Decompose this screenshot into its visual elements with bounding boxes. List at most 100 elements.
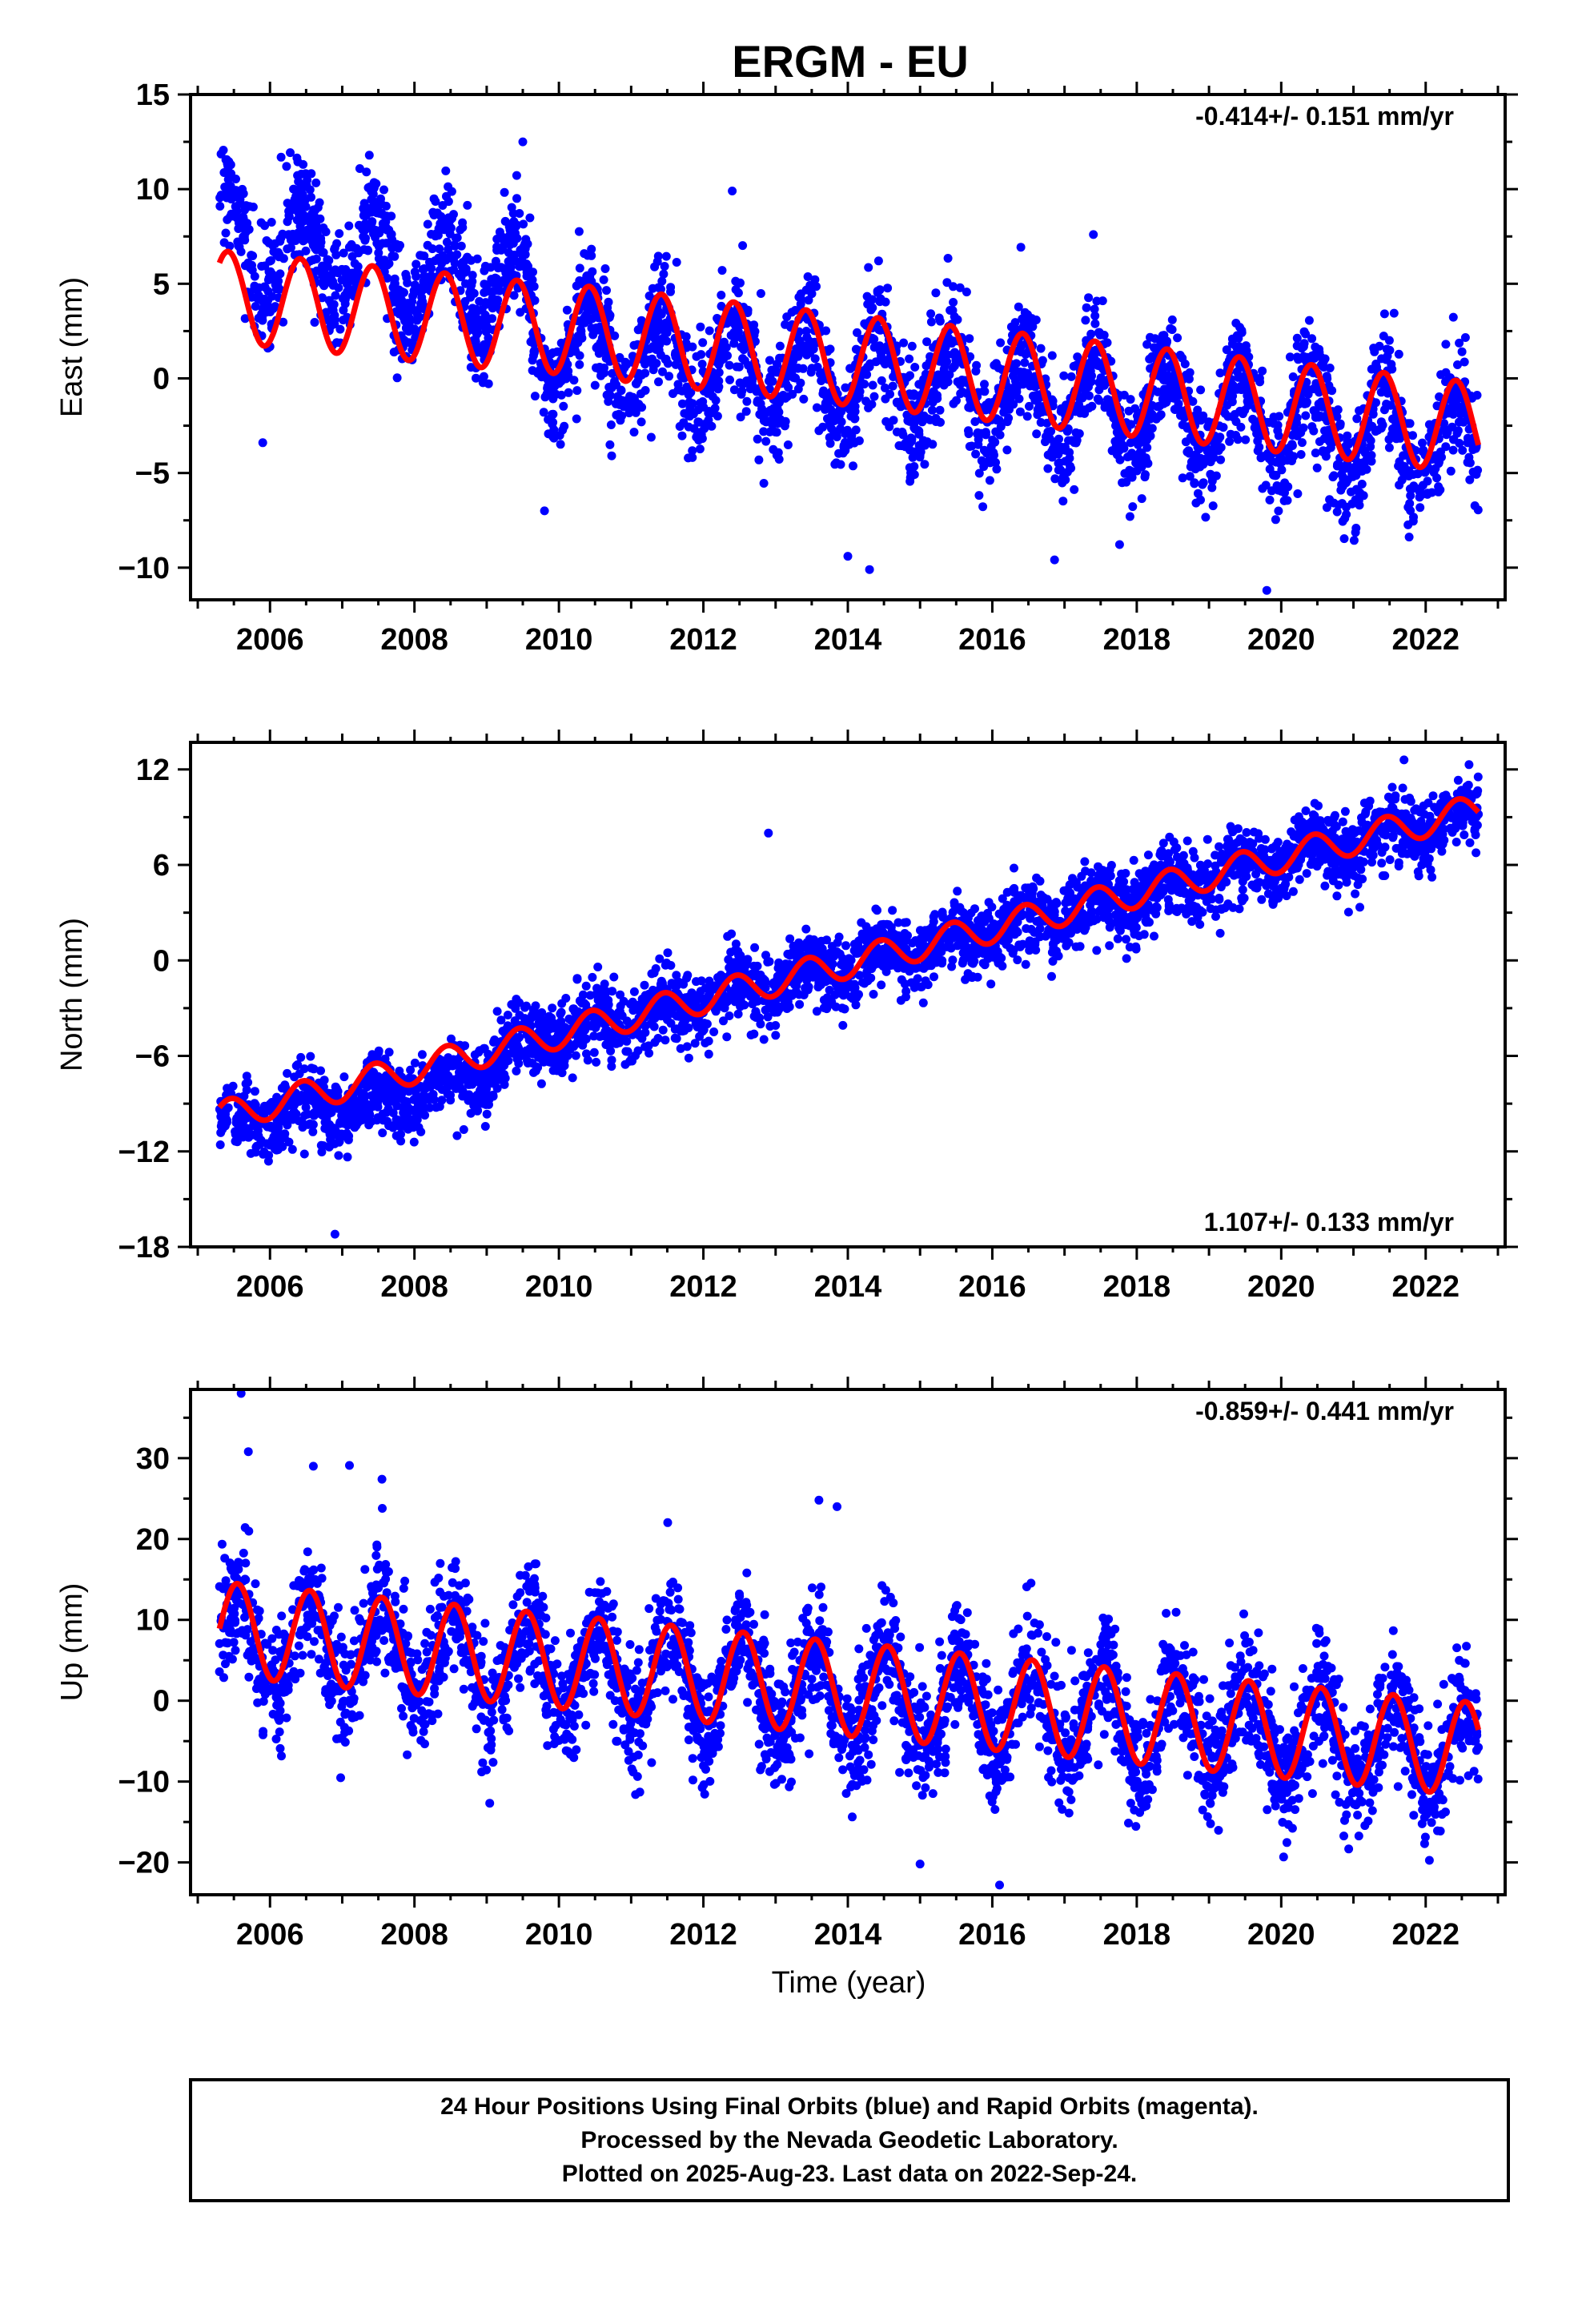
data-point: [539, 408, 548, 417]
data-point: [528, 366, 537, 376]
data-point: [692, 352, 701, 361]
data-point: [299, 159, 308, 169]
data-point: [461, 279, 470, 288]
data-point: [952, 396, 961, 405]
data-point: [693, 417, 703, 427]
data-point: [495, 227, 504, 237]
y-tick-label: −10: [118, 552, 170, 585]
data-point: [397, 296, 406, 305]
data-point: [708, 392, 717, 401]
data-point: [907, 436, 917, 446]
data-point: [231, 175, 240, 183]
data-point: [1208, 501, 1218, 511]
data-point: [481, 320, 491, 330]
data-point: [1320, 354, 1330, 364]
outlier-point: [258, 438, 267, 448]
data-point: [468, 271, 477, 280]
data-point: [438, 201, 448, 210]
data-point: [379, 185, 388, 195]
data-point: [1274, 506, 1283, 516]
data-point: [1043, 427, 1053, 436]
data-point: [1258, 366, 1267, 376]
data-point: [1343, 907, 1353, 917]
data-point: [1215, 432, 1225, 442]
data-point: [276, 152, 286, 162]
data-point: [836, 460, 845, 469]
data-point: [1023, 310, 1032, 320]
data-point: [271, 284, 281, 294]
data-point: [731, 276, 741, 286]
data-point: [1107, 446, 1117, 456]
data-point: [1448, 445, 1458, 455]
data-point: [909, 447, 919, 456]
data-point: [240, 314, 250, 324]
data-point: [1155, 401, 1165, 411]
data-point: [335, 229, 344, 239]
data-point: [367, 195, 376, 204]
data-point: [1397, 475, 1407, 485]
data-point: [236, 247, 246, 256]
data-point: [339, 1072, 349, 1082]
data-point: [481, 300, 491, 309]
data-point: [1284, 443, 1294, 452]
data-point: [980, 380, 989, 389]
data-point: [332, 239, 342, 248]
data-point: [258, 304, 267, 313]
data-point: [1253, 446, 1263, 456]
data-point: [1022, 412, 1032, 421]
data-point: [1384, 400, 1393, 410]
data-point: [1248, 414, 1258, 424]
data-point: [1343, 431, 1352, 440]
data-point: [363, 183, 373, 192]
data-point: [918, 998, 928, 1007]
data-point: [407, 301, 416, 311]
data-point: [980, 387, 990, 396]
data-point: [333, 268, 343, 278]
data-point: [919, 411, 929, 420]
data-point: [765, 372, 775, 382]
data-point: [1004, 413, 1014, 423]
data-point: [1377, 858, 1387, 868]
data-point: [920, 460, 930, 469]
data-point: [569, 376, 579, 385]
data-point: [1094, 328, 1103, 337]
data-point: [1165, 373, 1174, 383]
data-point: [981, 400, 990, 410]
data-point: [364, 151, 374, 160]
data-point: [282, 162, 291, 171]
outlier-point: [1262, 585, 1271, 595]
data-point: [556, 1007, 566, 1017]
data-point: [910, 363, 920, 372]
y-tick-label: 15: [136, 78, 170, 112]
data-point: [1073, 352, 1082, 362]
data-point: [1473, 465, 1483, 475]
data-point: [1158, 331, 1167, 340]
data-point: [759, 427, 769, 436]
data-point: [935, 405, 945, 415]
data-point: [850, 414, 860, 424]
data-point: [832, 428, 841, 438]
data-point: [978, 502, 988, 512]
y-tick-label: 5: [153, 267, 170, 301]
data-point: [666, 287, 675, 296]
data-point: [480, 287, 489, 297]
outlier-point: [1089, 230, 1098, 239]
data-point: [1389, 308, 1399, 318]
data-point: [368, 229, 378, 239]
data-point: [744, 360, 753, 370]
data-point: [729, 339, 739, 348]
data-point: [583, 251, 592, 260]
data-point: [390, 251, 400, 261]
data-point: [1138, 452, 1147, 462]
outlier-point: [518, 137, 528, 147]
data-point: [1122, 477, 1131, 487]
data-point: [849, 461, 857, 471]
data-point: [774, 455, 784, 464]
data-point: [417, 292, 427, 302]
data-point: [484, 379, 493, 388]
data-point: [1455, 417, 1464, 427]
data-point: [454, 269, 464, 279]
data-point: [735, 378, 745, 388]
data-point: [274, 276, 283, 286]
data-point: [1093, 394, 1102, 404]
